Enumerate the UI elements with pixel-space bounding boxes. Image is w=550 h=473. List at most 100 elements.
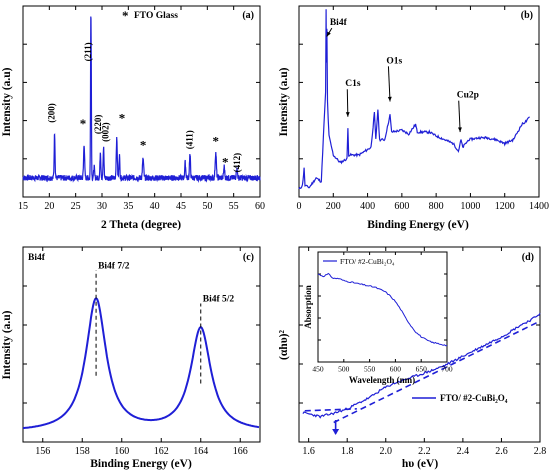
x-tick-label: 1200	[495, 201, 515, 212]
annotation-arrowhead	[326, 31, 331, 37]
x-tick-label: 600	[394, 201, 409, 212]
fto-star-mark: *	[222, 154, 229, 169]
panel-d-series-line	[302, 312, 541, 419]
x-tick-label: 1.6	[302, 446, 315, 457]
fto-star-mark: *	[213, 133, 220, 148]
x-tick-label: 650	[416, 365, 428, 374]
inset-series-line	[317, 272, 448, 347]
annotation-arrowhead	[345, 112, 350, 117]
peak-annotation: C1s	[345, 79, 361, 89]
x-tick-label: 2.8	[534, 446, 547, 457]
panel-a-series-line	[22, 16, 261, 183]
annotation-arrow	[458, 100, 461, 133]
fto-star-mark: *	[119, 111, 126, 126]
panel-c-frame	[22, 246, 261, 443]
x-tick-label: 800	[429, 201, 444, 212]
panel-d-legend-text: FTO/ #2-CuBi₂O₄	[440, 393, 508, 403]
panel-c-ticks: 156 158 160 162 164 166	[23, 247, 260, 457]
x-tick-label: 2.6	[495, 446, 508, 457]
x-tick-label: 500	[338, 365, 350, 374]
x-tick-label: 25	[71, 201, 81, 212]
panel-a-legend-star: *	[122, 8, 129, 23]
peak-annotation: Bi4f	[330, 18, 348, 28]
panel-c-xlabel: Binding Energy (eV)	[90, 458, 192, 470]
x-tick-label: 20	[44, 201, 54, 212]
x-tick-label: 50	[202, 201, 212, 212]
peak-annotation: Cu2p	[457, 91, 479, 101]
panel-d: 1.6 1.8 2.0 2.2 2.4 2.6 2.8 (d) hυ (eV) (αhυ)²…	[278, 246, 546, 470]
fto-star-mark: *	[80, 116, 87, 131]
x-tick-label: 15	[18, 201, 28, 212]
x-tick-label: 1.8	[341, 446, 354, 457]
panel-a-label: (a)	[242, 10, 254, 21]
panel-a-xlabel: 2 Theta (degree)	[101, 219, 181, 231]
panel-b: 0 200 400 600 800 1000 1200 1400 Bi4f C1s O1s Cu2p…	[278, 5, 549, 231]
x-tick-label: 2.4	[457, 446, 470, 457]
x-tick-label: 156	[35, 446, 50, 457]
x-tick-label: 200	[326, 201, 341, 212]
x-tick-label: 35	[123, 201, 133, 212]
x-tick-label: 400	[360, 201, 375, 212]
annotation-arrow	[387, 66, 391, 102]
panel-d-ylabel: (αhυ)²	[278, 330, 290, 360]
panel-b-label: (b)	[521, 10, 533, 21]
peak-label: Bi4f 5/2	[203, 295, 235, 305]
panel-b-ylabel: Intensity (a.u)	[278, 67, 290, 136]
x-tick-label: 2.2	[418, 446, 431, 457]
panel-b-xlabel: Binding Energy (eV)	[367, 219, 469, 231]
panel-b-frame	[298, 5, 540, 198]
annotation-arrowhead	[457, 127, 462, 133]
x-tick-label: 164	[193, 446, 208, 457]
panel-b-ticks: 0 200 400 600 800 1000 1200 1400	[297, 6, 549, 212]
x-tick-label: 40	[150, 201, 160, 212]
x-tick-label: 166	[233, 446, 248, 457]
panel-a-marks: (200)(211)(220)(002) (411)(412)* ** **	[47, 42, 242, 172]
x-tick-label: 30	[97, 201, 107, 212]
panel-c-corner-label: Bi4f	[28, 253, 46, 263]
panel-a-legend-text: FTO Glass	[134, 11, 178, 21]
inset-ticks: 450 500 550 600 650 700	[312, 252, 453, 374]
x-tick-label: 450	[312, 365, 324, 374]
peak-label: Bi4f 7/2	[98, 261, 130, 271]
x-tick-label: 600	[390, 365, 402, 374]
peak-annotation: O1s	[386, 56, 402, 66]
panel-c-series-line	[22, 297, 260, 430]
peak-label: (211)	[83, 42, 93, 61]
panel-d-label: (d)	[522, 252, 534, 263]
fto-star-mark: *	[140, 137, 147, 152]
panel-c-marks: Bi4f 7/2 Bi4f 5/2	[95, 261, 235, 384]
inset-ylabel: Absorption	[303, 285, 313, 329]
x-tick-label: 45	[176, 201, 186, 212]
x-tick-label: 0	[297, 201, 302, 212]
inset-legend-text: FTO/ #2-CuBi₂O₄	[340, 257, 395, 266]
panel-a-frame	[22, 5, 261, 198]
x-tick-label: 60	[255, 201, 265, 212]
x-tick-label: 550	[364, 365, 376, 374]
x-tick-label: 1400	[529, 201, 549, 212]
x-tick-label: 55	[229, 201, 239, 212]
panel-b-marks: Bi4f C1s O1s Cu2p	[326, 18, 479, 133]
inset-xlabel: Wavelength (nm)	[349, 375, 415, 385]
bandgap-arrowhead	[332, 429, 340, 435]
x-tick-label: 700	[441, 365, 453, 374]
panel-c-ylabel: Intensity (a.u)	[1, 310, 13, 379]
peak-label: (412)	[232, 153, 242, 173]
panel-d-xlabel: hυ (eV)	[402, 458, 438, 470]
peak-label: (411)	[185, 130, 195, 149]
panel-d-inset: 450 500 550 600 650 700 FTO/ #2-CuBi₂O₄ Wavel…	[303, 251, 453, 385]
panel-c-label: (c)	[243, 252, 254, 263]
panel-d-frame	[298, 246, 541, 443]
panel-d-fit-line	[333, 320, 541, 424]
panel-a-ylabel: Intensity (a.u)	[1, 67, 13, 136]
peak-label: (200)	[47, 103, 57, 123]
panel-d-marks	[332, 420, 340, 435]
inset-frame	[317, 251, 448, 363]
peak-label: (002)	[100, 122, 110, 142]
panel-d-baseline-dash	[304, 408, 357, 412]
panel-d-ticks: 1.6 1.8 2.0 2.2 2.4 2.6 2.8	[299, 247, 546, 457]
panel-a-ticks: 15 20 25 30 35 40 45 50 55 60	[18, 6, 265, 212]
x-tick-label: 160	[114, 446, 129, 457]
x-tick-label: 2.0	[380, 446, 393, 457]
